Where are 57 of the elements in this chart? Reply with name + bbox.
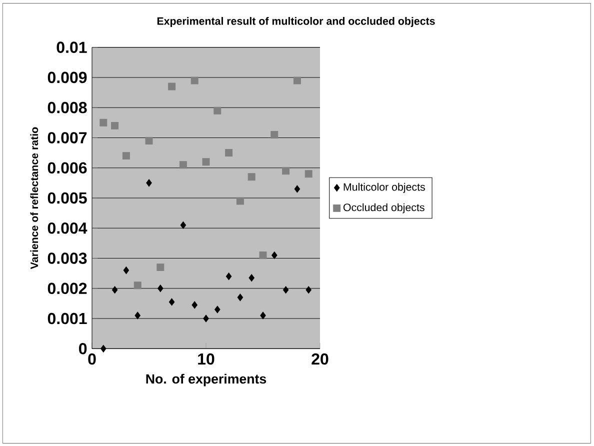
point <box>226 272 232 280</box>
x-tick-label: 20 <box>312 353 328 365</box>
point <box>134 282 142 290</box>
legend-label: Occluded objects <box>343 203 424 214</box>
y-axis-title: Varience of reflectance ratio <box>30 127 38 270</box>
point <box>100 344 106 352</box>
y-tick-label: 0 <box>79 342 87 354</box>
point <box>123 266 130 274</box>
point <box>294 185 300 193</box>
point <box>112 286 118 294</box>
y-tick-label: 0.006 <box>48 162 87 174</box>
point <box>248 274 254 282</box>
point <box>202 158 210 166</box>
point <box>214 106 222 114</box>
y-tick-label: 0.008 <box>48 102 87 114</box>
x-axis-title: No. of experiments <box>146 374 266 386</box>
point <box>282 286 289 294</box>
y-tick-label: 0.001 <box>48 312 87 324</box>
point <box>190 76 198 84</box>
point <box>203 314 209 322</box>
point <box>192 301 198 309</box>
point <box>158 284 164 292</box>
y-tick-label: 0.009 <box>48 72 87 84</box>
point <box>168 298 175 306</box>
point <box>236 197 244 205</box>
point <box>259 252 267 259</box>
y-tick-label: 0.004 <box>48 222 88 234</box>
point <box>293 76 301 84</box>
point <box>168 82 176 90</box>
x-tick-label: 0 <box>88 353 96 365</box>
point <box>306 286 312 294</box>
point <box>260 312 266 320</box>
y-tick-label: 0.01 <box>56 42 87 53</box>
point <box>111 122 119 130</box>
point <box>214 306 220 314</box>
point <box>270 130 278 138</box>
y-tick-label: 0.007 <box>48 132 87 144</box>
point <box>156 264 164 272</box>
point <box>145 137 153 144</box>
point <box>272 252 278 259</box>
point <box>248 173 256 181</box>
y-tick-label: 0.003 <box>48 252 87 264</box>
point <box>282 167 290 175</box>
point <box>134 312 140 320</box>
point <box>100 118 108 126</box>
point <box>180 221 186 229</box>
legend-label: Multicolor objects <box>344 182 425 193</box>
y-tick-label: 0.002 <box>48 282 87 294</box>
y-tick-label: 0.005 <box>48 192 87 204</box>
point <box>179 161 187 169</box>
chart-title: Experimental result of multicolor and occluded objects <box>157 17 435 27</box>
point <box>304 170 312 178</box>
point <box>146 179 152 187</box>
point <box>225 149 233 157</box>
x-tick-label: 10 <box>198 353 214 365</box>
point <box>237 294 244 302</box>
point <box>122 152 130 160</box>
